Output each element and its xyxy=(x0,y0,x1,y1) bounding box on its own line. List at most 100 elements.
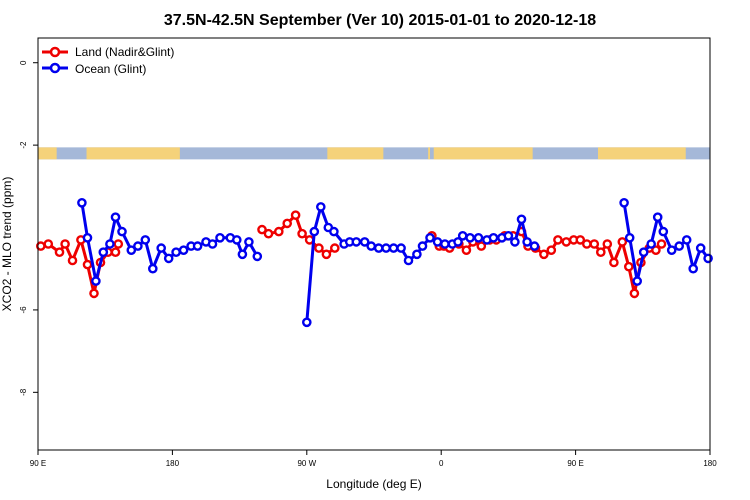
data-point xyxy=(351,237,362,247)
data-point xyxy=(321,249,332,260)
data-point xyxy=(147,263,158,274)
x-axis-title: Longitude (deg E) xyxy=(326,477,421,491)
data-point xyxy=(329,226,339,237)
data-point xyxy=(366,241,377,251)
data-point xyxy=(314,243,324,253)
x-tick-label: 180 xyxy=(703,459,717,468)
data-point xyxy=(432,237,443,247)
series-layer xyxy=(36,197,713,328)
data-point xyxy=(43,239,54,249)
data-point xyxy=(529,241,540,251)
landmask-land-band xyxy=(327,147,384,160)
data-point xyxy=(425,232,435,243)
data-point xyxy=(110,247,121,257)
data-point xyxy=(546,245,557,255)
data-point xyxy=(315,202,326,212)
data-point xyxy=(403,255,414,266)
data-point xyxy=(192,241,203,251)
data-point xyxy=(273,226,284,237)
data-point xyxy=(695,243,706,253)
landmask-strip xyxy=(38,147,710,160)
data-point xyxy=(476,241,487,251)
data-point xyxy=(674,241,685,251)
data-point xyxy=(638,247,649,257)
data-point xyxy=(632,276,643,286)
data-point xyxy=(617,237,628,247)
data-point xyxy=(522,237,532,247)
data-point xyxy=(539,249,549,260)
legend-label-ocean: Ocean (Glint) xyxy=(75,62,146,76)
data-point xyxy=(652,212,663,222)
landmask-land-band xyxy=(433,147,533,160)
data-point xyxy=(263,228,274,239)
data-point xyxy=(658,226,669,237)
legend-label-land: Land (Nadir&Glint) xyxy=(75,45,174,59)
data-point xyxy=(688,263,699,274)
data-point xyxy=(237,249,248,260)
series-line xyxy=(305,205,536,323)
data-point xyxy=(67,255,78,266)
data-point xyxy=(282,218,293,229)
data-point xyxy=(110,212,121,222)
data-point xyxy=(133,241,143,251)
data-point xyxy=(82,259,93,270)
data-point xyxy=(396,243,406,253)
data-point xyxy=(412,249,422,260)
data-point xyxy=(440,239,450,249)
landmask-land-band xyxy=(38,147,57,160)
data-point xyxy=(77,197,87,208)
data-point xyxy=(54,247,65,257)
data-point xyxy=(666,245,677,255)
x-tick-label: 180 xyxy=(166,459,180,468)
data-point xyxy=(171,247,181,257)
data-point xyxy=(359,237,370,247)
y-axis-title: XCO2 - MLO trend (ppm) xyxy=(0,177,14,312)
grid-and-axes: 90 E 180 90 W 0 90 E 180 0 -2 -6 -8 xyxy=(19,60,717,468)
data-point xyxy=(575,235,586,245)
data-point xyxy=(388,243,399,253)
legend: Land (Nadir&Glint) Ocean (Glint) xyxy=(42,45,174,76)
data-point xyxy=(703,253,713,264)
data-point xyxy=(373,243,384,253)
data-point xyxy=(596,247,606,257)
chart-title: 37.5N-42.5N September (Ver 10) 2015-01-0… xyxy=(164,12,596,29)
data-point xyxy=(163,253,174,264)
series-ocean xyxy=(77,197,713,328)
data-point xyxy=(89,288,99,299)
data-point xyxy=(624,261,634,272)
data-point xyxy=(215,232,225,243)
data-point xyxy=(510,237,520,247)
data-point xyxy=(503,230,514,241)
data-point xyxy=(582,239,592,249)
y-tick-label: -2 xyxy=(19,141,28,149)
data-point xyxy=(257,224,267,235)
data-point xyxy=(553,235,563,245)
data-point xyxy=(473,232,484,243)
data-point xyxy=(91,276,101,286)
data-point xyxy=(461,245,472,255)
data-point xyxy=(619,197,629,208)
series-line xyxy=(261,213,336,256)
data-point xyxy=(681,235,692,245)
data-point xyxy=(516,214,527,225)
data-point xyxy=(488,232,499,243)
y-tick-label: -8 xyxy=(19,388,28,396)
x-tick-label: 90 W xyxy=(297,459,316,468)
landmask-land-band xyxy=(86,147,180,160)
data-point xyxy=(244,237,254,247)
legend-marker-ocean xyxy=(49,62,61,74)
data-point xyxy=(231,235,242,245)
y-tick-label: 0 xyxy=(19,60,28,65)
data-point xyxy=(126,245,137,255)
data-point xyxy=(589,239,600,249)
data-point xyxy=(646,239,657,249)
data-point xyxy=(178,245,189,255)
data-point xyxy=(252,251,263,262)
data-point xyxy=(329,243,340,253)
data-point xyxy=(602,239,613,249)
x-tick-label: 0 xyxy=(439,459,444,468)
data-point xyxy=(82,232,93,243)
data-point xyxy=(105,239,115,249)
plot-frame xyxy=(37,37,711,451)
